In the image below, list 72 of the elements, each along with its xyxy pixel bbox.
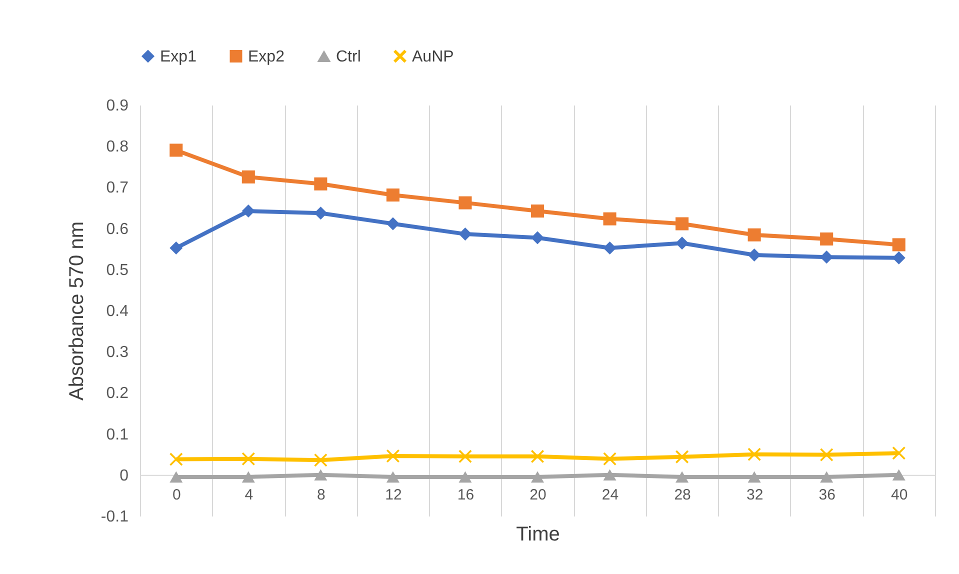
y-tick-label: 0	[120, 467, 129, 484]
x-tick-label: 32	[746, 486, 764, 504]
point	[314, 206, 328, 220]
y-axis-title: Absorbance 570 nm	[66, 221, 88, 401]
y-tick-label: 0.5	[106, 262, 129, 279]
point	[748, 448, 761, 461]
legend-label: AuNP	[412, 48, 454, 66]
point	[314, 469, 328, 481]
point	[748, 471, 761, 483]
point	[386, 217, 400, 230]
point	[676, 217, 689, 230]
x-axis-title: Time	[516, 523, 560, 546]
x-tick-label: 0	[172, 486, 181, 504]
point	[892, 469, 906, 481]
point	[242, 170, 255, 184]
point	[386, 471, 400, 483]
point	[170, 452, 183, 466]
point	[458, 471, 472, 483]
point	[820, 448, 834, 462]
point	[676, 450, 689, 464]
point	[386, 449, 400, 463]
point	[603, 212, 616, 226]
point	[676, 471, 689, 483]
y-tick-label: -0.1	[100, 508, 129, 526]
y-tick-label: 0.9	[106, 98, 129, 114]
point	[170, 144, 183, 157]
point	[242, 204, 255, 218]
point	[892, 251, 906, 264]
x-tick-label: 16	[457, 486, 474, 504]
legend-label: Exp1	[160, 48, 197, 66]
point	[676, 236, 689, 250]
point	[892, 446, 906, 460]
x-tick-label: 28	[674, 486, 691, 504]
point	[530, 204, 544, 218]
point	[748, 228, 761, 242]
legend-label: Ctrl	[336, 48, 361, 66]
point	[458, 228, 472, 241]
point	[530, 471, 544, 483]
point	[748, 248, 761, 262]
point	[892, 238, 906, 252]
point	[458, 450, 472, 463]
point	[170, 471, 183, 483]
point	[820, 471, 834, 483]
point	[820, 232, 834, 246]
point	[603, 469, 616, 481]
y-tick-label: 0.1	[106, 426, 129, 444]
y-tick-label: 0.2	[106, 385, 129, 402]
point	[820, 250, 834, 264]
y-tick-label: 0.4	[106, 303, 129, 320]
point	[603, 242, 616, 255]
point	[530, 231, 544, 244]
y-tick-label: 0.6	[106, 220, 129, 238]
x-tick-label: 36	[818, 486, 836, 504]
point	[458, 196, 472, 210]
point	[603, 452, 616, 466]
y-tick-label: 0.7	[106, 180, 129, 197]
point	[314, 177, 328, 190]
point	[386, 188, 400, 202]
point	[242, 471, 255, 483]
x-tick-label: 20	[530, 486, 546, 504]
point	[242, 452, 255, 466]
x-tick-label: 40	[891, 486, 908, 504]
x-tick-label: 4	[244, 486, 254, 504]
point	[530, 450, 544, 463]
legend-label: Exp2	[248, 48, 285, 66]
x-tick-label: 24	[602, 486, 619, 504]
point	[170, 242, 183, 255]
x-tick-label: 8	[317, 486, 326, 504]
y-tick-label: 0.3	[106, 344, 129, 362]
point	[314, 454, 328, 467]
y-tick-label: 0.8	[106, 138, 129, 156]
x-tick-label: 12	[385, 486, 402, 504]
